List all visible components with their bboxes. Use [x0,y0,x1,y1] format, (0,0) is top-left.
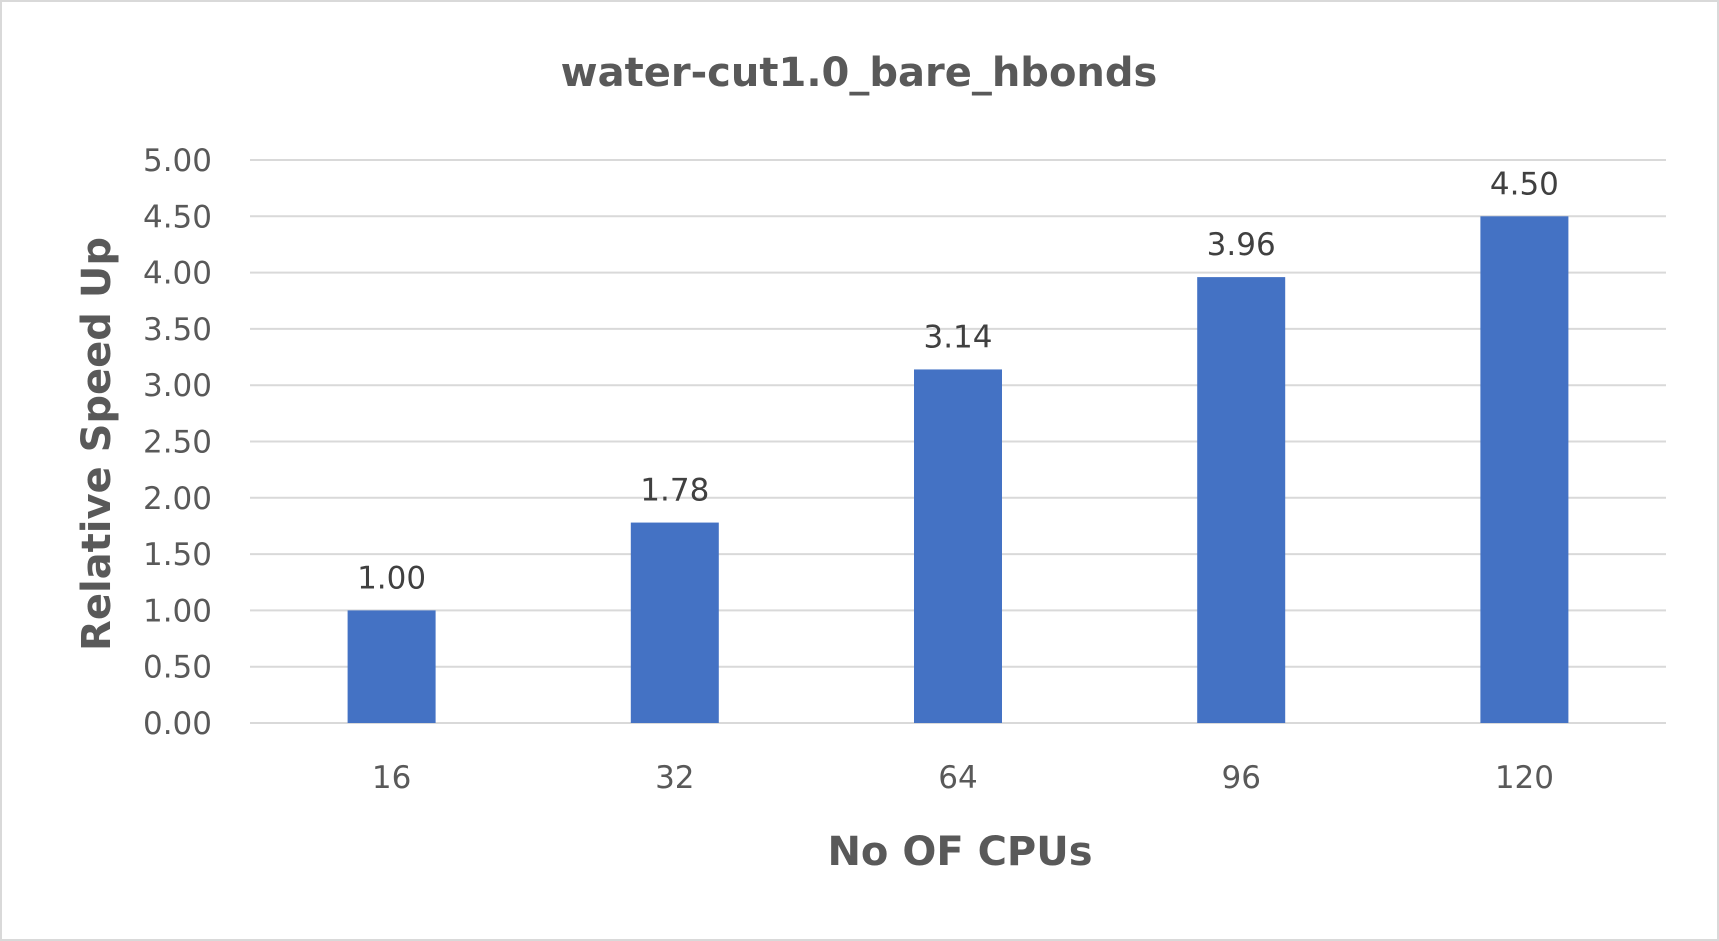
y-tick-label: 2.50 [143,425,212,461]
y-axis-title: Relative Speed Up [74,237,120,651]
y-tick-label: 2.00 [143,481,212,517]
y-tick-label: 1.00 [143,593,212,629]
y-tick-label: 5.00 [143,143,212,179]
x-axis-title: No OF CPUs [827,829,1092,875]
bars [347,216,1569,724]
y-tick-label: 1.50 [143,537,212,573]
x-tick-label: 96 [1221,760,1260,796]
bar [1480,216,1569,724]
bar [630,522,719,723]
y-tick-label: 3.00 [143,368,212,404]
y-tick-label: 0.50 [143,650,212,686]
y-tick-label: 4.00 [143,256,212,292]
bar [1197,277,1286,723]
y-tick-label: 0.00 [143,706,212,742]
x-tick-label: 64 [938,760,977,796]
data-label: 4.50 [1490,166,1559,202]
y-tick-label: 3.50 [143,312,212,348]
data-labels: 1.00 1.78 3.14 3.96 4.50 [357,166,1559,596]
chart-title: water-cut1.0_bare_hbonds [561,50,1158,96]
bar [347,610,436,723]
data-label: 1.00 [357,560,426,596]
x-axis-ticks: 16 32 64 96 120 [372,760,1554,796]
x-tick-label: 16 [372,760,411,796]
data-label: 3.96 [1207,227,1276,263]
x-tick-label: 32 [655,760,694,796]
data-label: 3.14 [923,319,992,355]
y-axis-ticks: 0.00 0.50 1.00 1.50 2.00 2.50 3.00 3.50 4.00 4.50… [143,143,212,742]
y-tick-label: 4.50 [143,199,212,235]
x-tick-label: 120 [1495,760,1554,796]
bar [914,369,1002,723]
data-label: 1.78 [640,473,709,509]
